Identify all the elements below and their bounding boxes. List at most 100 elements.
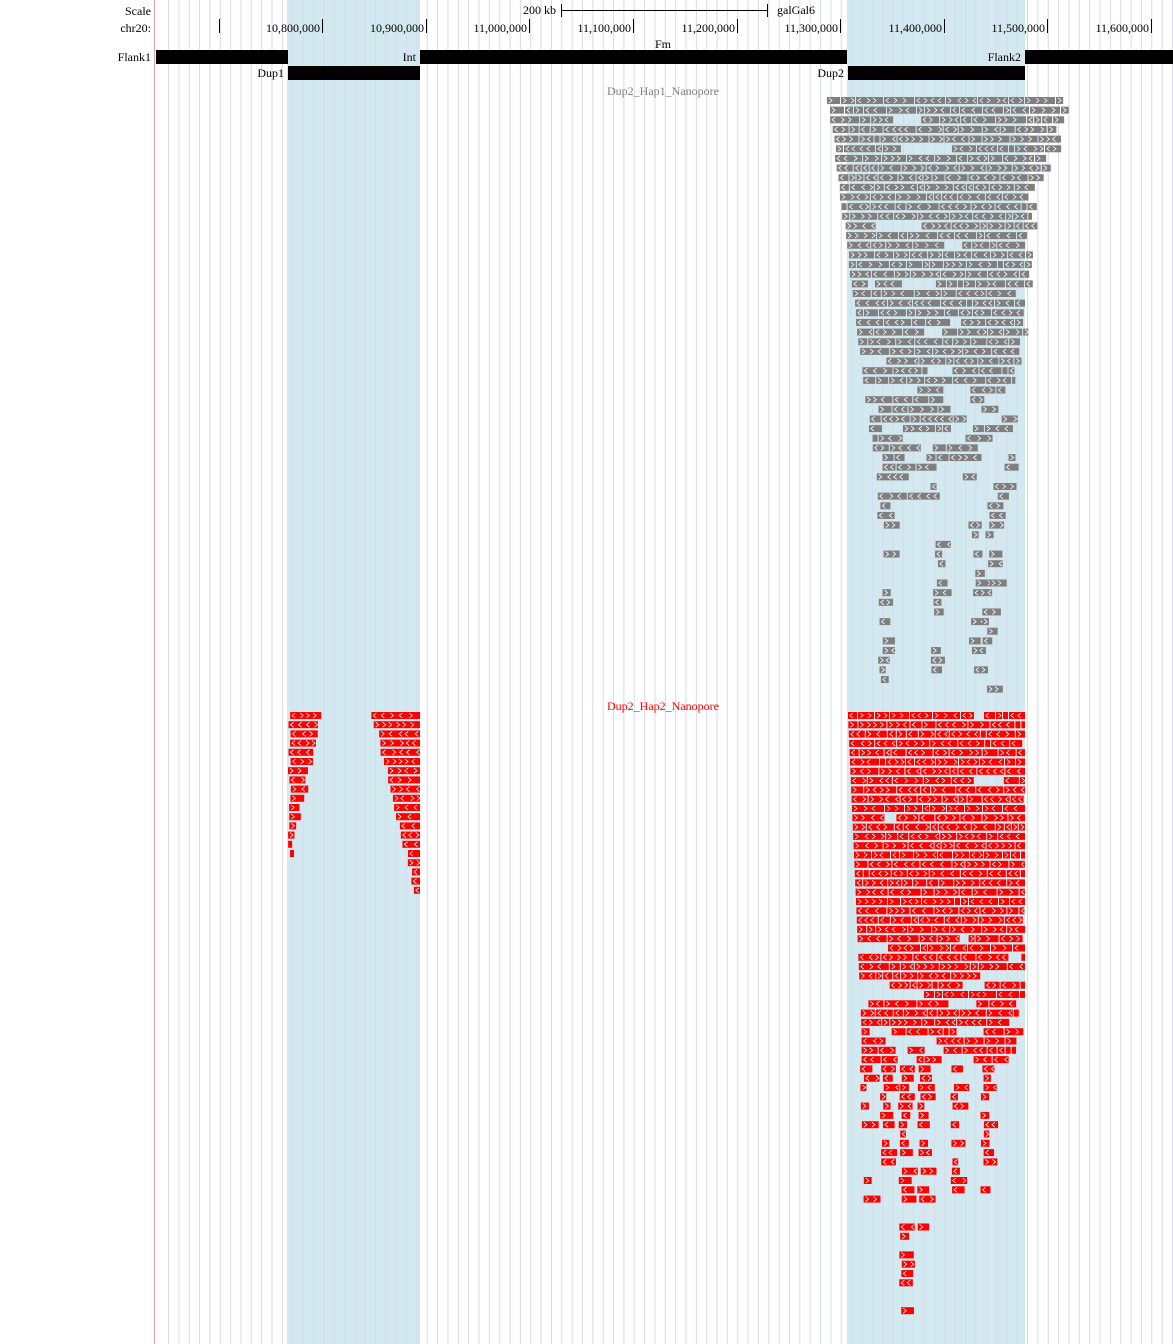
read-block[interactable] [943,991,968,998]
read-block[interactable] [934,842,941,850]
read-block[interactable] [863,1195,881,1203]
read-block[interactable] [893,972,901,980]
read-block[interactable] [881,1065,896,1073]
read-block[interactable] [1003,106,1010,114]
read-block[interactable] [984,712,995,719]
read-block[interactable] [990,721,1015,729]
read-block[interactable] [987,1046,997,1054]
read-block[interactable] [1015,721,1021,729]
read-block[interactable] [897,135,929,143]
read-block[interactable] [850,767,879,775]
read-block[interactable] [980,1111,990,1119]
read-block[interactable] [939,963,970,971]
read-block[interactable] [1019,777,1025,785]
read-block[interactable] [950,925,982,933]
read-block[interactable] [290,785,309,793]
read-block[interactable] [878,656,890,664]
read-block[interactable] [838,174,849,182]
read-block[interactable] [966,261,997,269]
read-block[interactable] [997,241,1026,249]
read-block[interactable] [933,598,942,606]
read-block[interactable] [1021,721,1025,729]
read-block[interactable] [869,415,881,423]
read-block[interactable] [290,730,318,738]
read-block[interactable] [923,777,951,785]
read-block[interactable] [918,212,950,220]
read-block[interactable] [870,203,895,211]
read-block[interactable] [878,309,906,317]
read-block[interactable] [958,328,988,336]
read-block[interactable] [984,425,1013,433]
read-block[interactable] [852,814,885,822]
read-block[interactable] [880,676,889,683]
read-block[interactable] [861,164,869,172]
read-block[interactable] [921,786,931,794]
read-block[interactable] [984,981,1000,989]
read-block[interactable] [1008,367,1015,375]
read-block[interactable] [910,712,932,719]
read-block[interactable] [982,618,989,626]
read-block[interactable] [883,125,916,133]
read-block[interactable] [916,174,923,182]
read-block[interactable] [916,463,937,471]
read-block[interactable] [997,888,1019,896]
read-block[interactable] [892,860,920,868]
read-block[interactable] [968,521,982,529]
read-block[interactable] [1001,415,1018,423]
read-block[interactable] [1021,953,1025,961]
read-block[interactable] [855,309,863,317]
read-block[interactable] [1044,145,1062,153]
read-block[interactable] [982,125,1000,133]
read-block[interactable] [1014,357,1022,365]
hap2-read-pileup[interactable] [288,712,1026,1315]
read-block[interactable] [954,357,978,365]
read-block[interactable] [899,1065,915,1073]
read-block[interactable] [880,1111,894,1119]
read-block[interactable] [413,886,420,894]
read-block[interactable] [900,1149,913,1157]
read-block[interactable] [898,1121,908,1129]
read-block[interactable] [944,916,961,924]
read-block[interactable] [950,106,959,114]
read-block[interactable] [926,318,951,326]
read-block[interactable] [288,767,308,775]
read-block[interactable] [915,758,935,766]
read-block[interactable] [899,1279,913,1287]
read-block[interactable] [940,832,957,840]
read-block[interactable] [940,116,961,124]
read-block[interactable] [901,1195,917,1203]
read-block[interactable] [839,193,870,201]
read-block[interactable] [841,203,847,211]
read-block[interactable] [899,1251,914,1259]
read-block[interactable] [913,299,941,307]
read-block[interactable] [897,739,930,747]
read-block[interactable] [842,212,850,220]
read-block[interactable] [290,739,316,747]
read-block[interactable] [929,396,944,404]
read-block[interactable] [940,270,965,278]
read-block[interactable] [986,164,1012,172]
read-block[interactable] [928,944,950,952]
read-block[interactable] [839,183,849,191]
read-block[interactable] [883,1084,900,1091]
read-block[interactable] [851,786,864,794]
read-block[interactable] [877,511,895,519]
read-block[interactable] [959,164,986,172]
read-block[interactable] [939,879,954,887]
read-block[interactable] [853,832,886,840]
read-block[interactable] [1005,767,1025,775]
read-block[interactable] [968,944,990,952]
read-block[interactable] [976,953,1009,961]
read-block[interactable] [970,396,985,404]
read-block[interactable] [892,405,908,413]
read-block[interactable] [857,935,887,943]
read-block[interactable] [884,183,917,191]
read-block[interactable] [956,290,986,297]
read-block[interactable] [880,135,897,143]
feature-block-dup1[interactable] [288,66,420,80]
read-block[interactable] [987,870,1006,878]
read-block[interactable] [963,347,992,355]
read-block[interactable] [942,795,958,803]
read-block[interactable] [980,907,1007,915]
read-block[interactable] [1060,106,1069,114]
